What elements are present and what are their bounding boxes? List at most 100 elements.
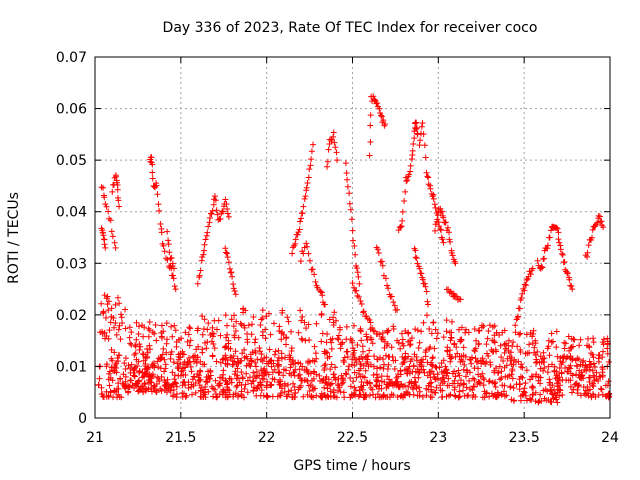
data-point <box>330 371 337 378</box>
data-point <box>566 364 573 371</box>
data-point <box>349 351 356 358</box>
data-point <box>384 329 391 336</box>
data-point <box>446 392 453 399</box>
data-point <box>442 363 449 370</box>
data-point <box>349 280 356 287</box>
data-point <box>231 334 238 341</box>
data-point <box>303 240 310 247</box>
data-point <box>350 237 357 244</box>
data-point <box>118 314 125 321</box>
data-point <box>574 386 581 393</box>
data-point <box>391 381 398 388</box>
data-point <box>440 334 447 341</box>
data-point <box>452 260 459 267</box>
data-point <box>348 391 355 398</box>
data-point <box>584 383 591 390</box>
data-point <box>231 371 238 378</box>
data-point <box>433 364 440 371</box>
data-point <box>158 329 165 336</box>
data-point <box>302 193 309 200</box>
data-point <box>605 378 612 385</box>
data-point <box>446 329 453 336</box>
data-point <box>521 287 528 294</box>
data-point <box>244 377 251 384</box>
data-point <box>569 343 576 350</box>
data-point <box>447 238 454 245</box>
data-point <box>516 381 523 388</box>
data-point <box>196 274 203 281</box>
data-point <box>230 352 237 359</box>
data-point <box>378 113 385 120</box>
data-point <box>132 342 139 349</box>
data-point <box>136 323 142 330</box>
data-point <box>142 385 149 392</box>
data-point <box>486 377 493 384</box>
data-point <box>352 392 359 399</box>
data-point <box>108 228 115 235</box>
data-point <box>285 388 292 395</box>
data-point <box>443 328 450 335</box>
data-point <box>331 309 338 316</box>
data-point <box>487 361 494 368</box>
data-point <box>342 160 349 167</box>
data-point <box>170 275 177 282</box>
data-point <box>433 335 440 342</box>
data-point <box>186 342 193 349</box>
data-point <box>145 379 152 386</box>
data-point <box>398 330 405 337</box>
data-point <box>284 381 291 388</box>
data-point <box>112 301 119 308</box>
data-point <box>307 162 314 169</box>
data-point <box>580 357 587 364</box>
data-point <box>116 322 123 329</box>
data-point <box>414 366 421 373</box>
data-point <box>231 287 238 294</box>
data-point <box>377 258 384 265</box>
data-point <box>366 152 373 159</box>
data-point <box>483 341 490 348</box>
data-point <box>283 334 290 341</box>
data-point <box>496 363 503 370</box>
data-point <box>358 361 365 368</box>
data-point <box>168 254 175 261</box>
data-point <box>230 285 237 292</box>
data-point <box>475 341 482 348</box>
data-point <box>543 397 550 404</box>
data-point <box>569 286 576 293</box>
data-point <box>519 364 526 371</box>
data-point <box>409 147 416 154</box>
data-point <box>223 334 230 341</box>
data-point <box>275 347 282 354</box>
data-point <box>540 358 547 365</box>
data-point <box>137 343 144 350</box>
data-point <box>498 375 505 382</box>
data-point <box>158 355 165 362</box>
chart-title: Day 336 of 2023, Rate Of TEC Index for r… <box>163 20 538 36</box>
data-point <box>540 349 547 356</box>
data-point <box>374 100 381 107</box>
data-point <box>232 368 239 375</box>
data-point <box>301 367 308 374</box>
data-point <box>165 237 172 244</box>
data-point <box>411 351 418 358</box>
data-point <box>501 393 508 400</box>
data-point <box>159 334 166 341</box>
data-point <box>287 361 294 368</box>
data-point <box>559 250 566 257</box>
data-point <box>412 378 419 385</box>
x-tick-label: 23.5 <box>509 430 540 446</box>
x-tick-label: 22.5 <box>337 430 368 446</box>
data-point <box>133 356 140 363</box>
data-point <box>399 340 406 347</box>
data-point <box>306 336 313 343</box>
data-point <box>344 353 351 360</box>
y-tick-label: 0.01 <box>56 359 87 375</box>
data-point <box>379 262 386 269</box>
data-point <box>586 358 593 365</box>
data-point <box>209 207 216 214</box>
data-point <box>355 273 362 280</box>
data-point <box>229 273 236 280</box>
data-point <box>102 201 109 208</box>
data-point <box>384 282 391 289</box>
data-point <box>419 120 426 127</box>
